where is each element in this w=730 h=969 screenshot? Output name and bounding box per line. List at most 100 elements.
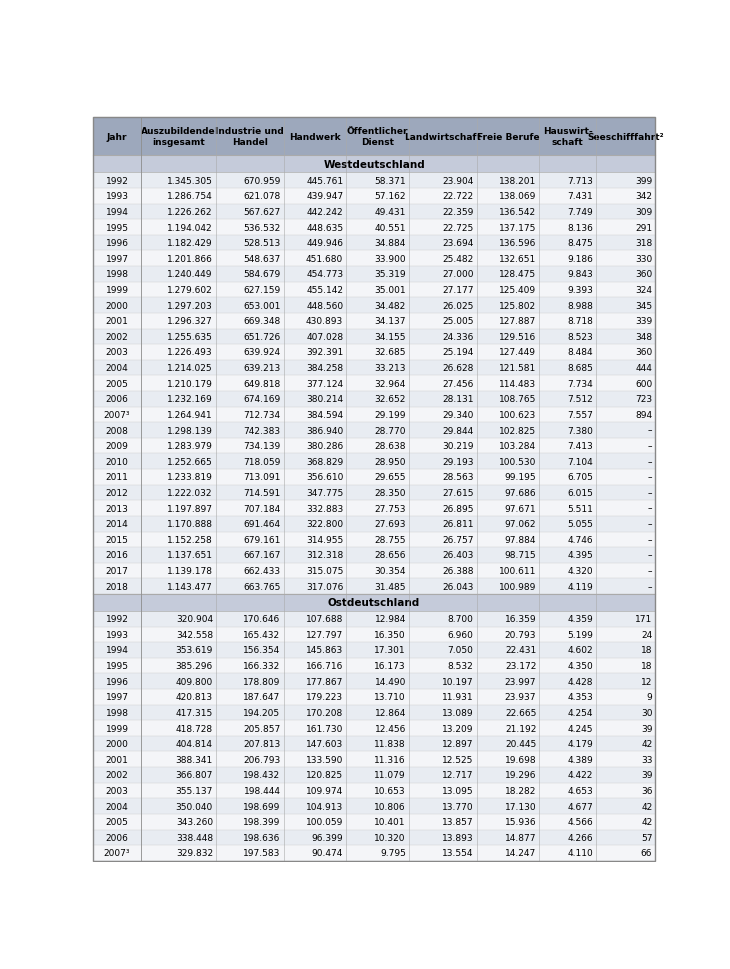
Text: 11.931: 11.931 <box>442 693 474 702</box>
Text: 161.730: 161.730 <box>306 724 343 733</box>
Text: 1993: 1993 <box>106 192 128 202</box>
Text: 15.936: 15.936 <box>504 818 537 827</box>
Text: 27.615: 27.615 <box>442 488 474 497</box>
Bar <box>539 501 596 516</box>
Bar <box>596 501 656 516</box>
Text: 7.713: 7.713 <box>567 176 593 185</box>
Text: 12.525: 12.525 <box>442 755 474 764</box>
Text: 714.591: 714.591 <box>243 488 280 497</box>
Bar <box>141 547 216 563</box>
Text: 104.913: 104.913 <box>306 801 343 811</box>
Bar <box>141 658 216 673</box>
Bar <box>477 438 539 454</box>
Text: 2007³: 2007³ <box>104 411 130 420</box>
Text: 25.194: 25.194 <box>442 348 474 358</box>
Text: 57: 57 <box>641 833 653 842</box>
Text: 34.482: 34.482 <box>374 301 406 310</box>
Bar <box>284 642 346 658</box>
Bar <box>539 407 596 422</box>
Bar <box>216 391 284 407</box>
Text: 380.286: 380.286 <box>306 442 343 451</box>
Text: 1.298.139: 1.298.139 <box>167 426 213 435</box>
Bar <box>409 501 477 516</box>
Text: 108.765: 108.765 <box>499 395 537 404</box>
Text: 1994: 1994 <box>106 645 128 655</box>
Text: 2001: 2001 <box>106 317 128 326</box>
Bar <box>216 329 284 345</box>
Bar <box>596 454 656 470</box>
Bar <box>596 736 656 752</box>
Text: 674.169: 674.169 <box>243 395 280 404</box>
Text: 1.139.178: 1.139.178 <box>167 567 213 576</box>
Bar <box>539 282 596 298</box>
Text: 29.199: 29.199 <box>374 411 406 420</box>
Bar <box>216 752 284 767</box>
Bar <box>477 578 539 594</box>
Bar <box>216 118 284 156</box>
Text: 107.688: 107.688 <box>306 614 343 624</box>
Text: 1992: 1992 <box>106 614 128 624</box>
Bar <box>539 563 596 578</box>
Bar <box>93 345 141 360</box>
Text: 723: 723 <box>635 395 653 404</box>
Text: 49.431: 49.431 <box>374 207 406 217</box>
Text: 663.765: 663.765 <box>243 582 280 591</box>
Bar <box>284 563 346 578</box>
Text: 18: 18 <box>641 645 653 655</box>
Bar <box>477 329 539 345</box>
Text: 99.195: 99.195 <box>504 473 537 482</box>
Bar <box>539 547 596 563</box>
Bar <box>596 673 656 689</box>
Bar <box>93 422 141 438</box>
Text: 97.884: 97.884 <box>504 535 537 545</box>
Text: 404.814: 404.814 <box>176 739 213 748</box>
Bar <box>477 547 539 563</box>
Text: 165.432: 165.432 <box>243 630 280 640</box>
Text: 136.542: 136.542 <box>499 207 537 217</box>
Bar <box>477 485 539 501</box>
Text: 1.233.819: 1.233.819 <box>167 473 213 482</box>
Text: 2001: 2001 <box>106 755 128 764</box>
Bar <box>141 422 216 438</box>
Text: 1995: 1995 <box>106 223 128 233</box>
Text: 22.725: 22.725 <box>442 223 474 233</box>
Text: 132.651: 132.651 <box>499 255 537 264</box>
Bar <box>409 329 477 345</box>
Text: 2003: 2003 <box>106 786 128 796</box>
Bar <box>141 251 216 266</box>
Text: 691.464: 691.464 <box>243 519 280 529</box>
Bar <box>284 422 346 438</box>
Text: 1.194.042: 1.194.042 <box>167 223 213 233</box>
Text: 377.124: 377.124 <box>306 379 343 389</box>
Text: 1.252.665: 1.252.665 <box>167 457 213 466</box>
Text: 120.825: 120.825 <box>306 770 343 780</box>
Bar <box>477 266 539 282</box>
Bar <box>477 627 539 642</box>
Text: 30.354: 30.354 <box>374 567 406 576</box>
Text: 12.897: 12.897 <box>442 739 474 748</box>
Bar <box>93 767 141 783</box>
Bar <box>284 814 346 829</box>
Bar <box>409 642 477 658</box>
Bar <box>477 173 539 189</box>
Bar <box>141 532 216 547</box>
Text: –: – <box>648 426 653 435</box>
Text: 20.793: 20.793 <box>504 630 537 640</box>
Text: 5.511: 5.511 <box>567 504 593 513</box>
Text: 430.893: 430.893 <box>306 317 343 326</box>
Text: 7.749: 7.749 <box>567 207 593 217</box>
Text: 536.532: 536.532 <box>243 223 280 233</box>
Bar <box>284 611 346 627</box>
Text: 33: 33 <box>641 755 653 764</box>
Text: 16.359: 16.359 <box>504 614 537 624</box>
Text: 22.722: 22.722 <box>442 192 474 202</box>
Text: 445.761: 445.761 <box>306 176 343 185</box>
Text: 388.341: 388.341 <box>176 755 213 764</box>
Text: 1999: 1999 <box>106 286 128 295</box>
Text: 2016: 2016 <box>106 550 128 560</box>
Text: 16.350: 16.350 <box>374 630 406 640</box>
Bar <box>284 798 346 814</box>
Text: 649.818: 649.818 <box>243 379 280 389</box>
Bar <box>93 516 141 532</box>
Bar <box>216 736 284 752</box>
